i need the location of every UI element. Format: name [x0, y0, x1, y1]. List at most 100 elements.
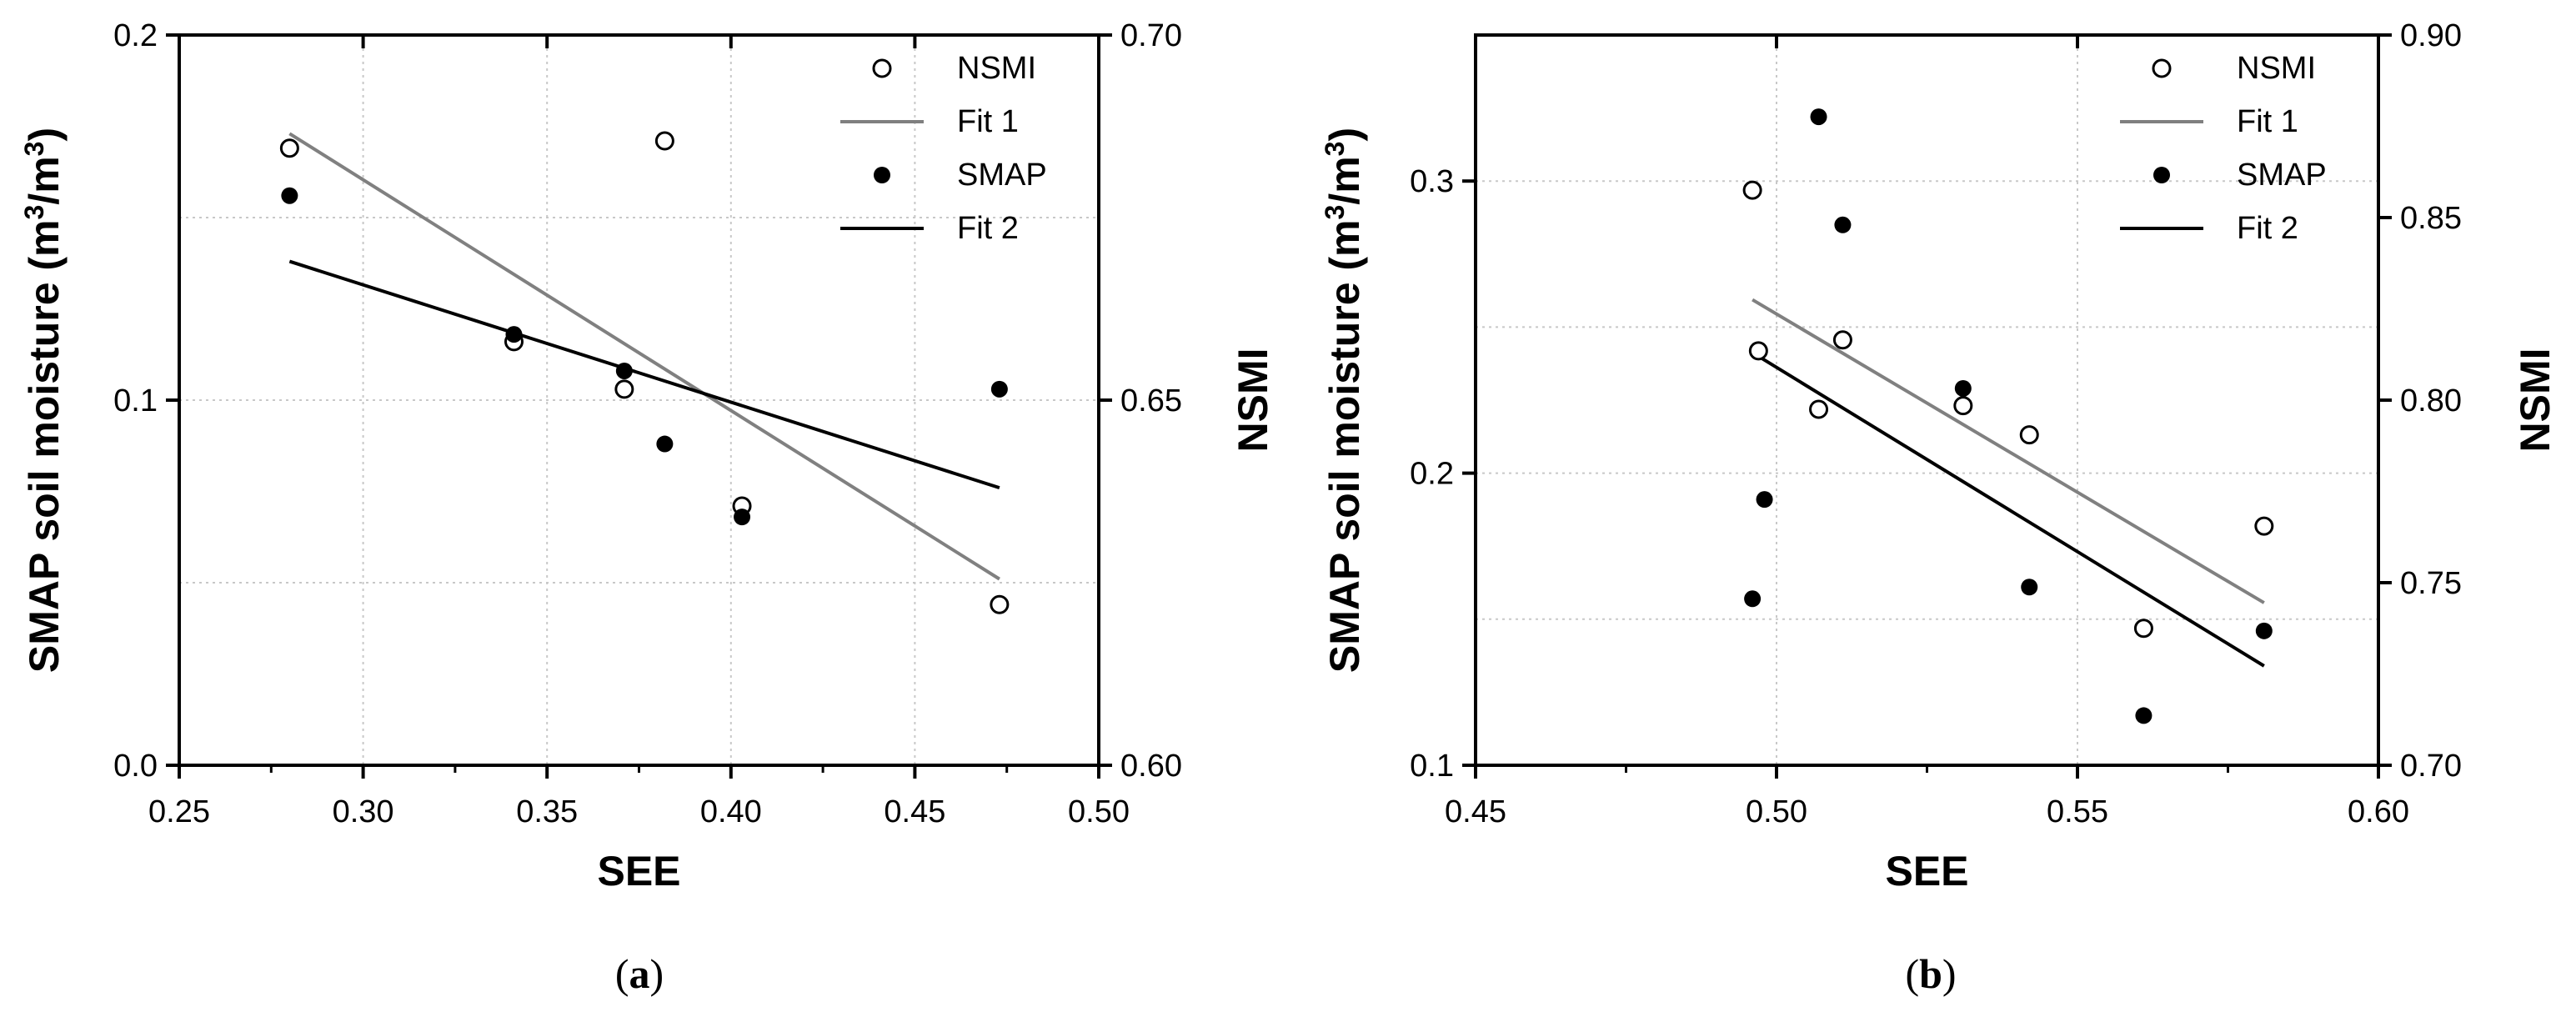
fit-line-fit-1 — [1752, 298, 2265, 604]
smap-point — [281, 187, 298, 204]
nsmi-point — [1748, 341, 1768, 361]
x-axis-title: SEE — [597, 848, 680, 894]
fit-line-fit-2 — [1757, 354, 2265, 668]
nsmi-point — [2019, 425, 2039, 445]
chart-panel-2: 0.45 0.50 0.55 0.60 0.1 0.2 0.3 0.70 0.75 0.80 0.8… — [1320, 18, 2558, 997]
y2-tick-label: 0.70 — [1120, 18, 1182, 53]
legend-label-smap: SMAP — [957, 158, 1047, 193]
x-tick-label: 0.30 — [333, 794, 394, 829]
y-tick-label: 0.0 — [113, 749, 158, 784]
y2-axis-title: NSMI — [1230, 348, 1276, 453]
y-axis-title: SMAP soil moisture (m3/m3) — [1320, 128, 1368, 673]
fit-line-fit-1 — [288, 132, 1000, 581]
x-axis-title: SEE — [1885, 848, 1968, 894]
nsmi-point — [279, 138, 299, 158]
legend: NSMI Fit 1 SMAP Fit 2 — [840, 51, 1047, 246]
x-tick-label: 0.50 — [1068, 794, 1130, 829]
x-tick-label: 0.45 — [884, 794, 945, 829]
legend-symbol-smap — [2153, 167, 2170, 183]
legend-label-fit-1: Fit 1 — [2237, 104, 2298, 139]
grid-lines — [1475, 34, 2379, 766]
panel-label-letter: a — [629, 950, 650, 997]
y-axis-title-part: /m — [21, 156, 68, 204]
smap-point — [990, 380, 1008, 398]
smap-point — [734, 509, 751, 526]
panel-label-paren: ) — [650, 950, 664, 997]
nsmi-point — [1809, 399, 1829, 419]
y-tick-label: 0.3 — [1410, 164, 1454, 199]
y-axis-title-part: SMAP soil moisture (m — [1321, 219, 1368, 673]
nsmi-point — [2133, 619, 2153, 639]
grid-lines — [178, 34, 1100, 766]
y-axis-title-superscript: 3 — [1320, 142, 1350, 157]
series-smap — [281, 187, 1008, 526]
smap-point — [1810, 108, 1827, 126]
series-nsmi — [279, 131, 1010, 614]
panel-label-letter: b — [1919, 950, 1942, 997]
y-axis-title-part: SMAP soil moisture (m — [21, 219, 68, 673]
smap-point — [2021, 579, 2038, 596]
smap-point — [1834, 216, 1852, 233]
legend-symbol-smap — [874, 167, 890, 183]
smap-point — [1744, 590, 1762, 608]
legend: NSMI Fit 1 SMAP Fit 2 — [2120, 51, 2327, 246]
nsmi-point — [614, 379, 634, 399]
y-axis-title-superscript: 3 — [1320, 205, 1350, 220]
legend-label-fit-2: Fit 2 — [957, 211, 1019, 246]
x-tick-label: 0.60 — [2348, 794, 2409, 829]
panel-label: (b) — [1905, 950, 1956, 997]
panel-label-paren: ( — [1905, 950, 1919, 997]
y-axis-title-superscript: 3 — [19, 205, 49, 220]
y-axis-title-superscript: 3 — [19, 142, 49, 157]
fit-line-fit-2 — [288, 259, 1000, 490]
nsmi-point — [990, 594, 1010, 614]
y2-axis-title: NSMI — [2512, 348, 2558, 453]
legend-label-fit-1: Fit 1 — [957, 104, 1019, 139]
x-tick-label: 0.45 — [1445, 794, 1506, 829]
series-smap — [1744, 108, 2273, 724]
x-tick-label: 0.55 — [2047, 794, 2108, 829]
x-tick-label: 0.40 — [700, 794, 762, 829]
chart-panel-1: 0.25 0.30 0.35 0.40 0.45 0.50 0.0 0.1 0.2 0.60 0.6… — [19, 18, 1276, 997]
y-tick-label: 0.2 — [1410, 457, 1454, 492]
y-axis-title-part: /m — [1321, 156, 1368, 204]
smap-point — [2255, 622, 2273, 639]
smap-point — [615, 362, 633, 379]
smap-point — [1954, 379, 1972, 397]
y2-tick-label: 0.80 — [2400, 383, 2462, 418]
y-axis-title-part: ) — [21, 128, 68, 142]
legend-label-smap: SMAP — [2237, 158, 2327, 193]
plot-frame — [1474, 33, 2380, 767]
x-tick-label: 0.50 — [1746, 794, 1807, 829]
panel-label-paren: ( — [615, 950, 629, 997]
y2-tick-label: 0.65 — [1120, 383, 1182, 418]
nsmi-point — [1953, 396, 1973, 416]
y2-tick-label: 0.75 — [2400, 566, 2462, 601]
y-axis-title-part: ) — [1321, 128, 1368, 142]
smap-point — [505, 326, 523, 343]
y2-tick-label: 0.70 — [2400, 749, 2462, 784]
y2-tick-label: 0.90 — [2400, 18, 2462, 53]
x-tick-label: 0.25 — [148, 794, 210, 829]
y-tick-label: 0.2 — [113, 18, 158, 53]
smap-point — [656, 435, 674, 453]
series-nsmi — [1742, 180, 2274, 639]
legend-symbol-nsmi — [2152, 58, 2172, 78]
nsmi-point — [1832, 330, 1852, 350]
nsmi-point — [1742, 180, 1762, 200]
y-tick-label: 0.1 — [1410, 749, 1454, 784]
legend-symbol-nsmi — [872, 58, 892, 78]
y-tick-label: 0.1 — [113, 383, 158, 418]
x-tick-label: 0.35 — [516, 794, 578, 829]
y2-tick-label: 0.60 — [1120, 749, 1182, 784]
panel-label-paren: ) — [1942, 950, 1957, 997]
smap-point — [1756, 491, 1773, 509]
nsmi-point — [2254, 516, 2274, 536]
nsmi-point — [654, 131, 674, 151]
panel-label: (a) — [615, 950, 664, 997]
y2-tick-label: 0.85 — [2400, 201, 2462, 236]
smap-point — [2135, 707, 2153, 724]
y-axis-title: SMAP soil moisture (m3/m3) — [19, 128, 68, 673]
legend-label-fit-2: Fit 2 — [2237, 211, 2298, 246]
